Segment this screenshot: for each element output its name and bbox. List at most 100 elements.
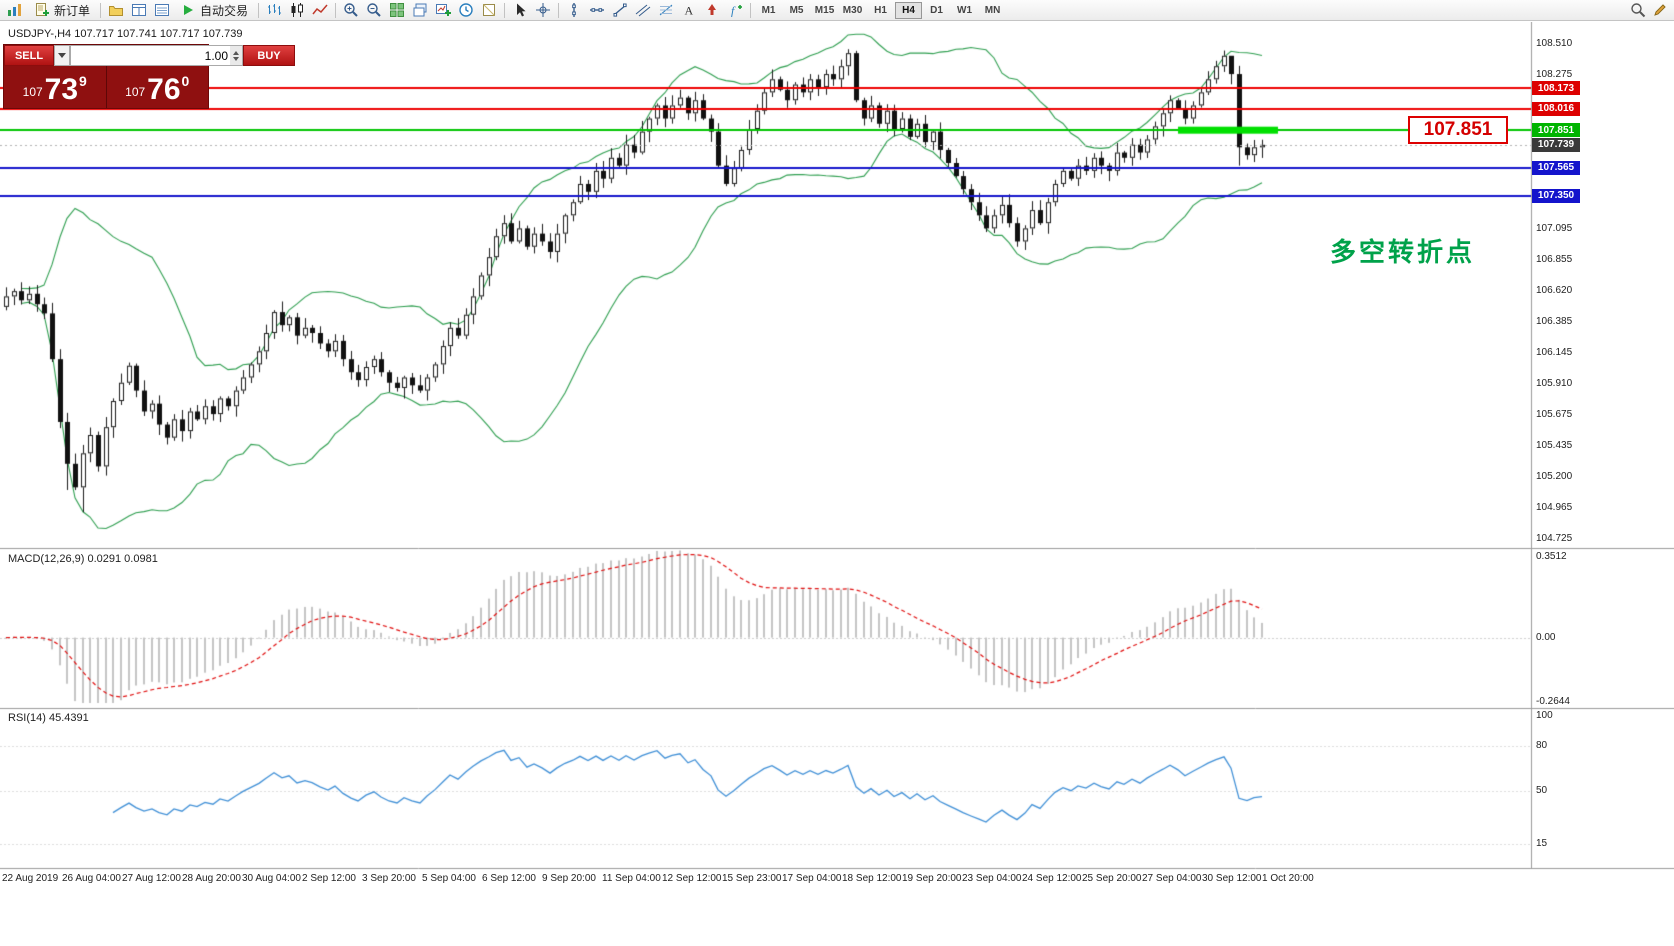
cascade-windows-icon[interactable] bbox=[409, 1, 431, 20]
timeframe-d1-button[interactable]: D1 bbox=[923, 2, 950, 19]
tile-windows-icon[interactable] bbox=[386, 1, 408, 20]
zoom-in-icon[interactable] bbox=[340, 1, 362, 20]
fibonacci-icon[interactable] bbox=[655, 1, 677, 20]
toolbar-separator bbox=[558, 2, 560, 18]
rsi-label: RSI(14) 45.4391 bbox=[8, 712, 89, 724]
indicators-icon[interactable]: f bbox=[724, 1, 746, 20]
autotrading-label: 自动交易 bbox=[200, 3, 249, 18]
timeframe-m1-button[interactable]: M1 bbox=[755, 2, 782, 19]
volume-down-arrow-icon[interactable] bbox=[233, 56, 239, 61]
cursor-icon[interactable] bbox=[509, 1, 531, 20]
bid-point: 9 bbox=[79, 73, 87, 89]
price-axis-tick: 105.910 bbox=[1536, 378, 1573, 390]
arrows-icon[interactable] bbox=[701, 1, 723, 20]
date-axis-label: 3 Sep 20:00 bbox=[362, 873, 416, 884]
price-axis-tick: 105.435 bbox=[1536, 440, 1573, 452]
edit-icon[interactable] bbox=[1649, 1, 1671, 20]
toolbar-separator bbox=[100, 2, 102, 18]
svg-text:A: A bbox=[685, 4, 694, 18]
date-axis-label: 24 Sep 12:00 bbox=[1022, 873, 1082, 884]
ask-pips: 76 bbox=[147, 73, 181, 106]
macd-axis-tick: -0.2644 bbox=[1536, 696, 1570, 707]
toolbar: 新订单 自动交易 A f M1 M5 M15 M30 H1 H4 D1 W1 M… bbox=[0, 0, 1674, 21]
chart-canvas[interactable] bbox=[0, 22, 1674, 890]
date-axis-label: 9 Sep 20:00 bbox=[542, 873, 596, 884]
price-axis-tick: 108.275 bbox=[1536, 68, 1573, 80]
volume-input[interactable] bbox=[71, 46, 230, 65]
new-order-button[interactable]: 新订单 bbox=[28, 1, 96, 20]
toolbar-separator bbox=[258, 2, 260, 18]
autotrading-icon bbox=[184, 5, 194, 15]
ask-integer: 107 bbox=[125, 85, 146, 99]
sell-button[interactable]: SELL bbox=[4, 45, 54, 66]
date-axis-label: 27 Aug 12:00 bbox=[122, 873, 181, 884]
volume-spinner bbox=[230, 46, 242, 65]
new-order-icon bbox=[36, 3, 49, 16]
price-axis-tick: 107.095 bbox=[1536, 223, 1573, 235]
date-axis-label: 30 Sep 12:00 bbox=[1202, 873, 1262, 884]
price-axis-tick: 108.510 bbox=[1536, 38, 1573, 49]
horizontal-line-icon[interactable] bbox=[586, 1, 608, 20]
app-icon bbox=[3, 0, 27, 21]
templates-icon[interactable] bbox=[478, 1, 500, 20]
text-icon[interactable]: A bbox=[678, 1, 700, 20]
price-level-tag: 107.350 bbox=[1532, 188, 1580, 203]
timeframe-h4-button[interactable]: H4 bbox=[895, 1, 923, 19]
autotrading-button[interactable]: 自动交易 bbox=[174, 1, 254, 20]
timeframe-h1-button[interactable]: H1 bbox=[867, 2, 894, 19]
line-chart-icon[interactable] bbox=[309, 1, 331, 20]
data-window-icon[interactable] bbox=[151, 1, 173, 20]
date-axis-label: 28 Aug 20:00 bbox=[182, 873, 241, 884]
bar-chart-icon[interactable] bbox=[263, 1, 285, 20]
sell-price[interactable]: 107 73 9 bbox=[4, 66, 106, 108]
timeframe-m5-button[interactable]: M5 bbox=[783, 2, 810, 19]
crosshair-icon[interactable] bbox=[532, 1, 554, 20]
volume-up-arrow-icon[interactable] bbox=[233, 50, 239, 55]
timeframe-mn-button[interactable]: MN bbox=[979, 2, 1006, 19]
date-axis-label: 2 Sep 12:00 bbox=[302, 873, 356, 884]
price-axis-tick: 104.725 bbox=[1536, 533, 1573, 544]
price-level-tag: 107.565 bbox=[1532, 160, 1580, 175]
search-icon[interactable] bbox=[1627, 1, 1649, 20]
timeframe-m30-button[interactable]: M30 bbox=[839, 2, 866, 19]
price-axis-tick: 106.855 bbox=[1536, 254, 1573, 266]
macd-axis-tick: 0.00 bbox=[1536, 631, 1556, 643]
date-axis-label: 22 Aug 2019 bbox=[2, 873, 59, 884]
toolbar-separator bbox=[504, 2, 506, 18]
price-level-tag: 107.851 bbox=[1532, 123, 1580, 138]
period-icon[interactable] bbox=[455, 1, 477, 20]
buy-button[interactable]: BUY bbox=[243, 45, 295, 66]
vertical-line-icon[interactable] bbox=[563, 1, 585, 20]
date-axis-label: 27 Sep 04:00 bbox=[1142, 873, 1202, 884]
zoom-out-icon[interactable] bbox=[363, 1, 385, 20]
rsi-axis-tick: 15 bbox=[1536, 837, 1548, 849]
price-callout: 107.851 bbox=[1408, 116, 1508, 144]
new-order-label: 新订单 bbox=[54, 3, 91, 18]
chart-window: USDJPY-,H4 107.717 107.741 107.717 107.7… bbox=[0, 22, 1674, 946]
date-axis-label: 23 Sep 04:00 bbox=[962, 873, 1022, 884]
date-axis[interactable]: 22 Aug 2019 26 Aug 04:00 27 Aug 12:00 28 Au… bbox=[0, 868, 1531, 892]
ask-point: 0 bbox=[181, 73, 190, 89]
order-type-dropdown[interactable] bbox=[54, 45, 70, 66]
chart-annotation: 多空转折点 bbox=[1330, 237, 1476, 267]
price-axis[interactable]: 108.510 108.275 107.095 106.855 106.620 106.3… bbox=[1531, 22, 1674, 868]
timeframe-w1-button[interactable]: W1 bbox=[951, 2, 978, 19]
price-axis-tick: 105.200 bbox=[1536, 470, 1573, 482]
toolbar-separator bbox=[335, 2, 337, 18]
date-axis-label: 25 Sep 20:00 bbox=[1082, 873, 1142, 884]
bid-pips: 73 bbox=[44, 73, 79, 106]
toolbar-separator bbox=[750, 2, 752, 18]
buy-price[interactable]: 107 76 0 bbox=[105, 66, 209, 108]
price-axis-tick: 106.145 bbox=[1536, 347, 1573, 359]
date-axis-label: 26 Aug 04:00 bbox=[62, 873, 121, 884]
timeframe-m15-button[interactable]: M15 bbox=[811, 2, 838, 19]
volume-field bbox=[70, 45, 243, 66]
price-axis-tick: 105.675 bbox=[1536, 408, 1573, 420]
price-axis-tick: 104.965 bbox=[1536, 501, 1573, 513]
profiles-icon[interactable] bbox=[105, 1, 127, 20]
candlestick-icon[interactable] bbox=[286, 1, 308, 20]
trendline-icon[interactable] bbox=[609, 1, 631, 20]
market-watch-icon[interactable] bbox=[128, 1, 150, 20]
new-chart-icon[interactable] bbox=[432, 1, 454, 20]
channel-icon[interactable] bbox=[632, 1, 654, 20]
